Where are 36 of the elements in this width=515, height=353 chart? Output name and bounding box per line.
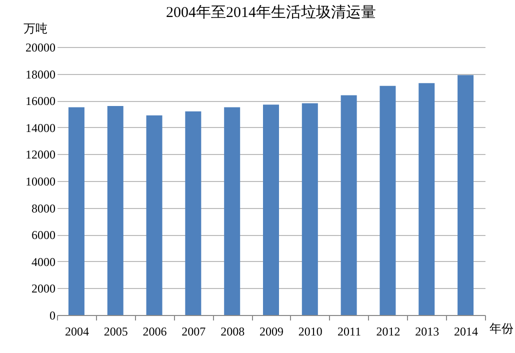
x-tick-label: 2011 <box>338 324 362 338</box>
x-tick-label: 2008 <box>220 324 245 338</box>
y-tick-label: 18000 <box>26 67 56 82</box>
bar <box>146 115 162 315</box>
bar <box>68 107 84 315</box>
x-tick-label: 2005 <box>104 324 128 338</box>
y-tick-label: 10000 <box>26 174 56 188</box>
bar <box>302 103 318 315</box>
y-tick-label: 16000 <box>26 94 56 108</box>
y-tick-label: 8000 <box>32 201 56 216</box>
y-tick-label: 14000 <box>26 120 56 135</box>
y-tick-label: 0 <box>50 308 56 322</box>
x-tick-label: 2009 <box>260 324 284 338</box>
y-tick-label: 4000 <box>32 254 56 269</box>
bar <box>185 111 202 315</box>
y-tick-label: 2000 <box>32 282 56 296</box>
x-tick-label: 2010 <box>298 324 322 338</box>
x-tick-label: 2012 <box>376 324 400 338</box>
y-tick-label: 6000 <box>32 228 56 242</box>
chart-title: 2004年至2014年生活垃圾清运量 <box>166 4 376 21</box>
y-axis-title: 万吨 <box>24 22 48 36</box>
x-axis-title: 年份 <box>490 322 514 336</box>
bar <box>263 104 279 315</box>
bar <box>458 75 474 315</box>
x-tick-label: 2006 <box>142 324 167 338</box>
x-tick-label: 2013 <box>415 324 440 338</box>
y-tick-label: 12000 <box>26 148 56 162</box>
x-tick-label: 2007 <box>182 324 206 338</box>
x-tick-label: 2014 <box>454 324 478 338</box>
bar <box>107 106 124 315</box>
bar <box>418 83 435 315</box>
y-tick-label: 20000 <box>26 40 56 54</box>
bar <box>380 86 396 315</box>
bar <box>224 107 240 315</box>
bar <box>340 95 357 315</box>
x-tick-label: 2004 <box>64 324 89 338</box>
